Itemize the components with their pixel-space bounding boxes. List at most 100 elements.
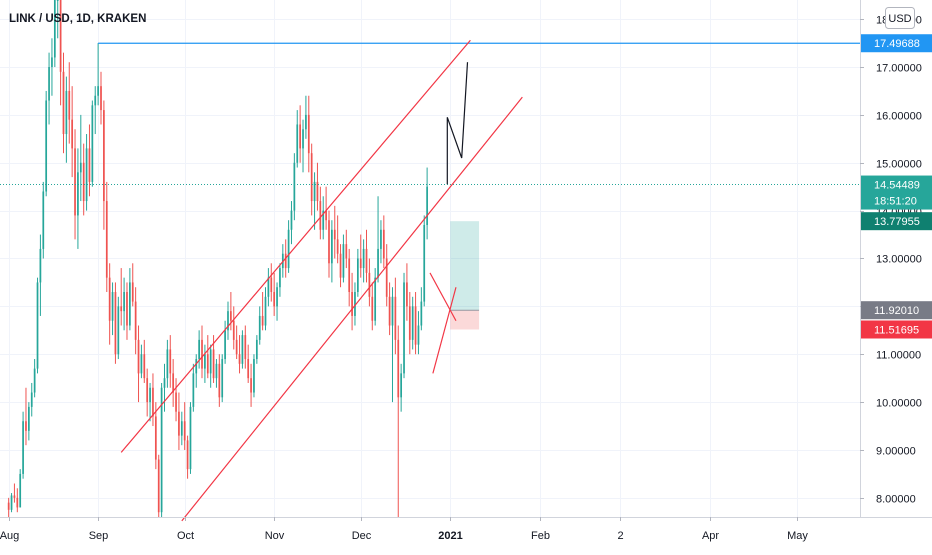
candle-down bbox=[206, 354, 209, 374]
countdown-label: 18:51:20 bbox=[874, 196, 917, 208]
candle-up bbox=[279, 268, 281, 288]
y-tick-label: 17.00000 bbox=[876, 63, 922, 75]
candle-up bbox=[423, 224, 426, 302]
candle-down bbox=[244, 335, 247, 360]
drawings bbox=[0, 39, 860, 522]
candle-up bbox=[45, 100, 48, 192]
candle-down bbox=[348, 258, 351, 293]
candle-up bbox=[30, 392, 33, 407]
candle-up bbox=[241, 335, 244, 364]
candle-up bbox=[267, 277, 270, 297]
candle-down bbox=[368, 272, 371, 297]
candle-up bbox=[313, 181, 316, 202]
candle-up bbox=[209, 349, 212, 374]
candle-down bbox=[178, 411, 180, 436]
candle-up bbox=[149, 387, 151, 403]
candle-up bbox=[192, 373, 195, 407]
currency-button[interactable]: USD bbox=[885, 7, 915, 29]
target-zone bbox=[450, 221, 480, 311]
candle-up bbox=[287, 229, 290, 269]
candle-up bbox=[97, 86, 99, 96]
candle-up bbox=[180, 421, 183, 436]
x-tick-label: Apr bbox=[702, 530, 719, 542]
candles bbox=[7, 0, 428, 517]
candle-up bbox=[77, 172, 79, 216]
resistance-tag bbox=[861, 34, 932, 53]
candle-down bbox=[131, 282, 134, 302]
candle-down bbox=[336, 239, 339, 254]
last-price-tag bbox=[861, 175, 932, 210]
candle-down bbox=[310, 153, 313, 202]
candle-down bbox=[247, 359, 250, 379]
candle-down bbox=[406, 282, 408, 307]
y-tick-label: 16.00000 bbox=[876, 111, 922, 123]
y-tick-label: 13.00000 bbox=[876, 254, 922, 266]
triangle-line[interactable] bbox=[432, 287, 457, 374]
candle-up bbox=[342, 244, 345, 278]
candle-down bbox=[270, 277, 273, 293]
position-box bbox=[450, 221, 480, 330]
candle-up bbox=[65, 90, 68, 135]
candle-down bbox=[103, 110, 105, 202]
candle-down bbox=[273, 292, 276, 307]
candle-down bbox=[218, 363, 221, 398]
candle-up bbox=[111, 292, 114, 321]
candle-up bbox=[380, 229, 382, 249]
candle-down bbox=[351, 292, 353, 316]
y-tick-label: 8.00000 bbox=[876, 494, 916, 506]
channel-line-lower[interactable] bbox=[181, 96, 523, 522]
candle-down bbox=[382, 229, 385, 259]
candle-down bbox=[385, 258, 388, 297]
candle-up bbox=[356, 258, 359, 293]
resistance-tag-label: 17.49688 bbox=[874, 38, 920, 50]
candle-down bbox=[238, 354, 241, 364]
candle-down bbox=[186, 440, 189, 470]
candle-up bbox=[227, 311, 229, 331]
candle-down bbox=[408, 306, 411, 340]
candle-up bbox=[94, 95, 97, 106]
candle-down bbox=[307, 114, 310, 154]
candle-up bbox=[204, 354, 206, 369]
channel-line-upper[interactable] bbox=[120, 39, 471, 453]
candle-down bbox=[62, 71, 65, 135]
candle-down bbox=[82, 162, 85, 202]
candle-down bbox=[105, 201, 108, 278]
candle-down bbox=[74, 148, 76, 216]
candle-up bbox=[129, 282, 131, 326]
candle-up bbox=[403, 282, 405, 374]
candle-down bbox=[137, 339, 140, 374]
projection-path[interactable] bbox=[446, 62, 469, 185]
candle-down bbox=[175, 392, 177, 412]
candle-up bbox=[377, 248, 379, 278]
candle-up bbox=[140, 354, 143, 374]
candle-up bbox=[417, 325, 420, 345]
candle-up bbox=[221, 359, 224, 398]
candle-down bbox=[25, 421, 27, 431]
candle-down bbox=[371, 296, 374, 321]
candle-up bbox=[85, 148, 88, 202]
candle-down bbox=[394, 296, 397, 340]
candle-up bbox=[91, 105, 94, 182]
candle-up bbox=[189, 406, 192, 470]
candle-down bbox=[250, 378, 252, 393]
candle-down bbox=[134, 301, 137, 340]
candle-down bbox=[71, 119, 74, 149]
candle-up bbox=[411, 306, 414, 340]
triangle-line[interactable] bbox=[429, 272, 457, 322]
candle-down bbox=[172, 373, 175, 393]
candle-up bbox=[51, 57, 53, 68]
candle-down bbox=[299, 124, 301, 149]
stop-tag-label: 11.51695 bbox=[874, 324, 919, 336]
candle-up bbox=[362, 248, 365, 269]
candle-up bbox=[198, 339, 200, 360]
candle-up bbox=[276, 287, 278, 307]
candle-down bbox=[359, 258, 362, 269]
candle-down bbox=[414, 306, 417, 345]
candle-up bbox=[322, 210, 325, 230]
candle-up bbox=[290, 210, 293, 230]
y-tick-label: 10.00000 bbox=[876, 398, 922, 410]
candle-up bbox=[255, 339, 258, 360]
candle-down bbox=[120, 306, 123, 312]
